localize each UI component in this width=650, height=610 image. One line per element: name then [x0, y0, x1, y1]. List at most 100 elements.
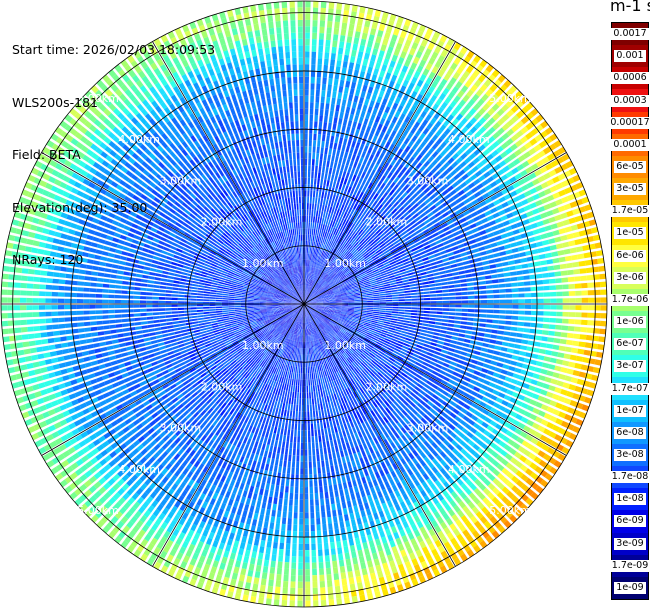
- ray-gate: [310, 299, 316, 302]
- ray-gate: [435, 162, 442, 170]
- ray-gate: [320, 7, 326, 15]
- ray-gate: [378, 314, 386, 317]
- ray-gate: [445, 269, 453, 274]
- ray-gate: [417, 198, 424, 206]
- ray-gate: [527, 157, 535, 165]
- ray-gate: [312, 146, 316, 153]
- ray-gate: [511, 124, 520, 133]
- ray-gate: [319, 288, 325, 293]
- ray-gate: [536, 159, 544, 168]
- ray-gate: [480, 295, 487, 299]
- ray-gate: [335, 279, 341, 284]
- ray-gate: [436, 311, 443, 315]
- ray-gate: [432, 208, 439, 214]
- ray-gate: [307, 171, 311, 178]
- ray-gate: [396, 324, 403, 328]
- ray-gate: [398, 306, 405, 309]
- ray-gate: [322, 300, 330, 302]
- ray-gate: [562, 241, 570, 248]
- ray-gate: [382, 146, 388, 154]
- ray-gate: [515, 264, 523, 270]
- ray-gate: [363, 78, 370, 86]
- ray-gate: [433, 235, 441, 241]
- ray-gate: [414, 216, 422, 222]
- ray-gate: [352, 289, 360, 292]
- ray-gate: [365, 219, 372, 226]
- ray-gate: [343, 151, 349, 159]
- ray-gate: [412, 250, 420, 255]
- ray-gate: [365, 288, 372, 291]
- ray-gate: [414, 129, 422, 137]
- ray-gate: [511, 114, 520, 123]
- ray-gate: [419, 132, 426, 141]
- ray-gate: [355, 253, 362, 259]
- ray-gate: [398, 206, 405, 213]
- ray-gate: [401, 274, 408, 278]
- ray-gate: [319, 290, 326, 294]
- ray-gate: [400, 30, 407, 39]
- ray-gate: [572, 393, 580, 400]
- ray-gate: [398, 266, 405, 270]
- ray-gate: [355, 155, 360, 163]
- ray-gate: [346, 273, 353, 278]
- ray-gate: [327, 173, 331, 181]
- ray-gate: [374, 142, 380, 150]
- ray-gate: [402, 325, 409, 329]
- ray-gate: [309, 286, 313, 293]
- ray-gate: [400, 199, 407, 206]
- ray-gate: [463, 264, 471, 270]
- ray-gate: [519, 350, 527, 357]
- ray-gate: [520, 135, 528, 144]
- ray-gate: [324, 205, 328, 212]
- ray-gate: [475, 381, 483, 388]
- ray-gate: [436, 259, 443, 264]
- ray-gate: [322, 283, 328, 288]
- ray-gate: [473, 112, 482, 121]
- ray-gate: [407, 33, 414, 42]
- ray-gate: [417, 232, 424, 238]
- ray-gate: [370, 176, 376, 184]
- ray-gate: [499, 251, 507, 256]
- ray-gate: [333, 289, 340, 293]
- ray-gate: [341, 125, 346, 132]
- ray-gate: [359, 238, 365, 245]
- ray-gate: [431, 245, 438, 251]
- ray-gate: [327, 292, 334, 296]
- ray-gate: [363, 325, 370, 329]
- ray-gate: [510, 242, 518, 248]
- ray-gate: [307, 228, 310, 235]
- ray-gate: [536, 361, 544, 367]
- ray-gate: [593, 320, 601, 326]
- ray-gate: [454, 220, 462, 226]
- ray-gate: [351, 140, 356, 148]
- ray-gate: [546, 231, 554, 238]
- ray-gate: [355, 109, 361, 117]
- ray-gate: [318, 249, 322, 256]
- ray-gate: [460, 205, 468, 212]
- ray-gate: [304, 302, 310, 304]
- ray-gate: [472, 103, 481, 111]
- ray-gate: [486, 309, 494, 314]
- ray-gate: [566, 339, 573, 346]
- ray-gate: [429, 290, 437, 294]
- ray-gate: [362, 58, 369, 66]
- ray-gate: [322, 251, 326, 258]
- ray-gate: [404, 39, 412, 47]
- ray-gate: [463, 241, 471, 247]
- ray-gate: [446, 327, 454, 331]
- ray-gate: [304, 120, 308, 128]
- ray-gate: [405, 337, 412, 342]
- ray-gate: [422, 284, 430, 288]
- ray-gate: [314, 283, 319, 289]
- ray-gate: [531, 310, 538, 316]
- ray-gate: [342, 249, 348, 255]
- ray-gate: [400, 271, 407, 275]
- ray-gate: [358, 221, 363, 228]
- ray-gate: [439, 353, 447, 358]
- ray-gate: [537, 292, 544, 297]
- ray-gate: [308, 286, 311, 293]
- ray-gate: [516, 270, 523, 276]
- ray-gate: [355, 175, 360, 183]
- ray-gate: [429, 193, 436, 201]
- ray-gate: [342, 171, 347, 178]
